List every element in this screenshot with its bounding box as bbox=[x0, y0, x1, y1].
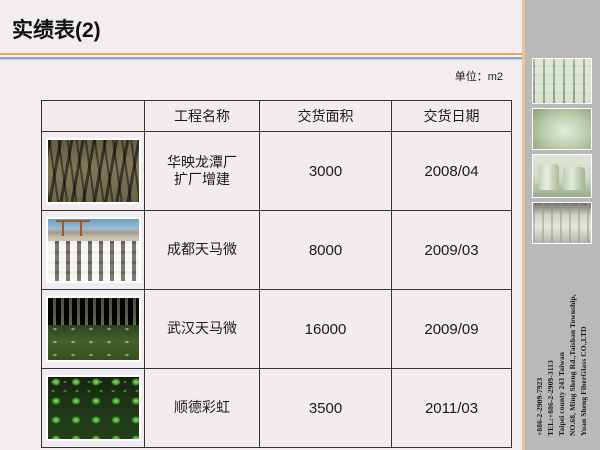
factory-beams-photo bbox=[45, 138, 141, 204]
address-line-street: NO.68, Ming Sheng Rd.,Taishan Township, bbox=[568, 294, 577, 436]
row-photo-cell bbox=[41, 210, 145, 290]
row-delivery-area: 3000 bbox=[259, 131, 392, 211]
project-name-line-1: 顺德彩虹 bbox=[174, 399, 230, 416]
table-row: 顺德彩虹 3500 2011/03 bbox=[41, 368, 512, 448]
row-delivery-area: 8000 bbox=[259, 210, 392, 290]
row-project-name: 顺德彩虹 bbox=[144, 368, 260, 448]
row-delivery-area: 3500 bbox=[259, 368, 392, 448]
address-line-company: Yuan Sheng FiberGlass CO.,LTD bbox=[579, 326, 588, 436]
row-photo-cell bbox=[41, 289, 145, 369]
frp-tanks-pair-photo bbox=[532, 154, 592, 198]
sidebar-accent-stripe bbox=[522, 0, 525, 450]
header-divider-gap bbox=[0, 55, 522, 57]
row-delivery-date: 2009/09 bbox=[391, 289, 512, 369]
column-header-project-name: 工程名称 bbox=[144, 100, 260, 132]
address-line-tel: TEL:+886-2-2909-3113 bbox=[546, 360, 555, 436]
row-photo-cell bbox=[41, 368, 145, 448]
project-name-line-2: 扩厂增建 bbox=[174, 171, 230, 187]
address-line-city: Taipei county 243 Taiwan bbox=[557, 351, 566, 436]
frp-hall-interior-photo bbox=[532, 202, 592, 244]
green-floor-interior-photo bbox=[45, 296, 141, 362]
row-delivery-area: 16000 bbox=[259, 289, 392, 369]
column-header-delivery-date: 交货日期 bbox=[391, 100, 512, 132]
table-row: 武汉天马微 16000 2009/09 bbox=[41, 289, 512, 369]
header-divider-blue bbox=[0, 57, 522, 59]
table-row: 成都天马微 8000 2009/03 bbox=[41, 210, 512, 290]
green-domes-photo bbox=[45, 375, 141, 441]
performance-table: 工程名称 交货面积 交货日期 华映龙潭厂 扩厂增建 3000 2008/04 bbox=[41, 100, 512, 448]
company-address-block: Yuan Sheng FiberGlass CO.,LTD NO.68, Min… bbox=[528, 256, 596, 436]
table-row: 华映龙潭厂 扩厂增建 3000 2008/04 bbox=[41, 131, 512, 211]
row-delivery-date: 2009/03 bbox=[391, 210, 512, 290]
header-divider-blue-light bbox=[0, 59, 522, 60]
project-name-line-1: 华映龙潭厂 bbox=[167, 153, 237, 170]
column-header-photo bbox=[41, 100, 145, 132]
project-name-line-1: 武汉天马微 bbox=[167, 320, 237, 337]
row-project-name: 武汉天马微 bbox=[144, 289, 260, 369]
frp-tank-outdoor-photo bbox=[532, 108, 592, 150]
unit-label: 单位：m2 bbox=[454, 71, 503, 83]
column-header-delivery-area: 交货面积 bbox=[259, 100, 392, 132]
frp-ceiling-grid-photo bbox=[532, 58, 592, 104]
row-delivery-date: 2008/04 bbox=[391, 131, 512, 211]
page-title: 实绩表(2) bbox=[12, 19, 101, 42]
table-header-row: 工程名称 交货面积 交货日期 bbox=[41, 100, 512, 132]
row-project-name: 华映龙潭厂 扩厂增建 bbox=[144, 131, 260, 211]
row-project-name: 成都天马微 bbox=[144, 210, 260, 290]
construction-site-photo bbox=[45, 217, 141, 283]
header-divider-orange bbox=[0, 53, 522, 55]
address-line-tel-alt: +886-2-2909-7923 bbox=[535, 377, 544, 436]
row-photo-cell bbox=[41, 131, 145, 211]
row-delivery-date: 2011/03 bbox=[391, 368, 512, 448]
project-name-line-1: 成都天马微 bbox=[167, 241, 237, 258]
